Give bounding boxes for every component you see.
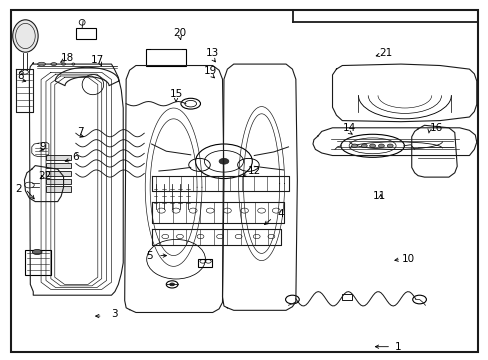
Text: 8: 8 <box>17 71 24 81</box>
Ellipse shape <box>378 144 384 148</box>
Text: 9: 9 <box>40 142 46 152</box>
Text: 15: 15 <box>169 89 183 99</box>
Bar <box>342 294 351 300</box>
Ellipse shape <box>386 144 392 148</box>
Bar <box>76 28 96 39</box>
Ellipse shape <box>169 283 174 286</box>
Bar <box>46 163 71 168</box>
Text: 5: 5 <box>145 251 152 261</box>
Ellipse shape <box>369 144 375 148</box>
Ellipse shape <box>32 249 42 255</box>
Text: 2: 2 <box>15 184 22 194</box>
Bar <box>46 155 71 160</box>
Ellipse shape <box>13 20 38 52</box>
Text: 21: 21 <box>379 48 392 58</box>
Text: 4: 4 <box>277 209 284 219</box>
Bar <box>25 250 51 275</box>
Bar <box>46 179 71 184</box>
Text: 7: 7 <box>77 127 84 138</box>
Bar <box>198 259 211 267</box>
Text: 3: 3 <box>111 309 118 319</box>
Text: 22: 22 <box>38 171 52 181</box>
Text: 6: 6 <box>72 152 79 162</box>
Text: 11: 11 <box>371 191 385 201</box>
Text: 1: 1 <box>394 342 401 352</box>
Text: 18: 18 <box>61 53 74 63</box>
Text: 13: 13 <box>205 48 219 58</box>
Text: 17: 17 <box>91 55 104 66</box>
Ellipse shape <box>351 144 357 148</box>
Text: 10: 10 <box>401 254 414 264</box>
Bar <box>145 49 185 66</box>
Text: 16: 16 <box>428 123 442 133</box>
Bar <box>46 186 71 192</box>
Text: 12: 12 <box>247 166 261 176</box>
Ellipse shape <box>219 158 228 164</box>
Bar <box>46 171 71 176</box>
Ellipse shape <box>361 144 366 148</box>
Text: 14: 14 <box>342 123 356 133</box>
Text: 19: 19 <box>203 66 217 76</box>
Text: 20: 20 <box>173 28 186 38</box>
